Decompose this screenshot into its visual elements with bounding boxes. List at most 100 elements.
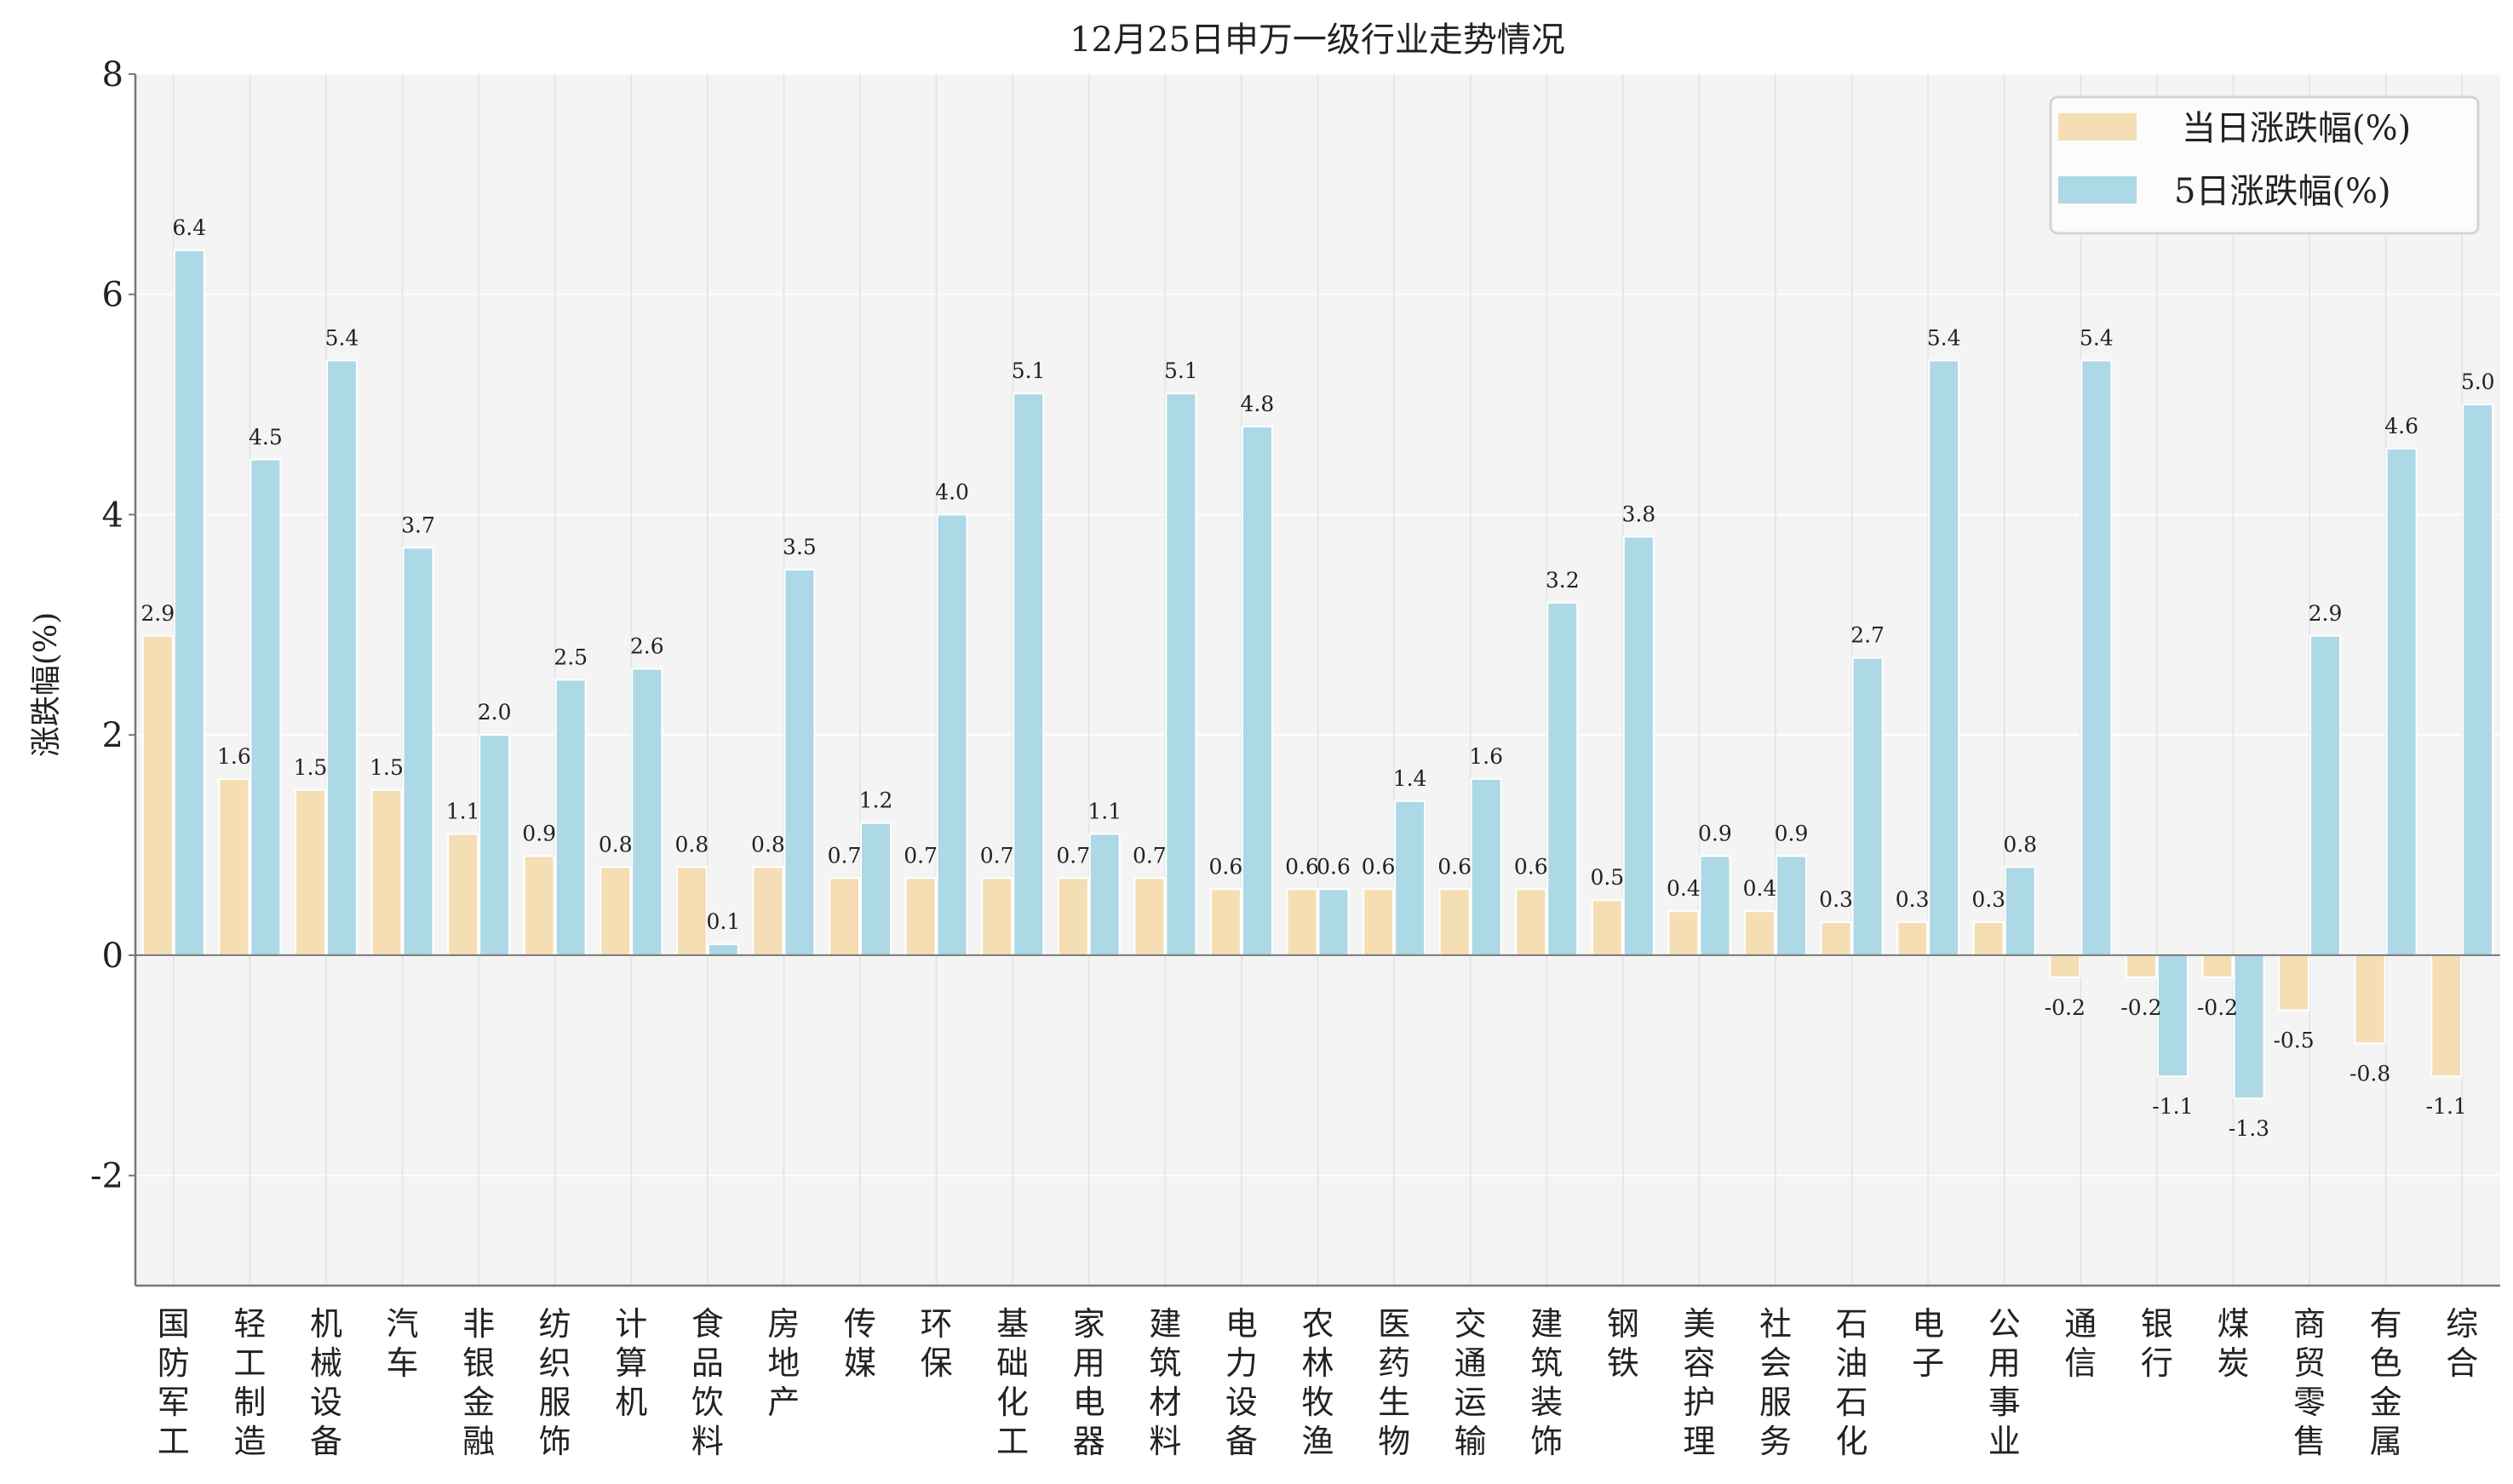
bar-5day (1013, 392, 1045, 956)
bar-daily (1286, 888, 1318, 956)
bar-5day (402, 547, 434, 956)
bar-5day (1622, 536, 1655, 956)
value-label-daily: 2.9 (141, 601, 175, 626)
bar-5day (479, 734, 511, 956)
value-label-5day: -1.1 (2152, 1094, 2193, 1119)
bar-daily (1363, 888, 1395, 956)
value-label-5day: 5.4 (2080, 325, 2114, 350)
bar-daily (752, 866, 784, 956)
legend-swatch-5day (2058, 176, 2137, 203)
bar-5day (631, 668, 663, 956)
value-label-5day: 3.8 (1621, 501, 1655, 526)
bar-daily (2201, 954, 2234, 978)
bar-5day (707, 943, 739, 956)
y-tick-label: 8 (102, 55, 123, 95)
value-label-5day: 6.4 (172, 215, 206, 240)
value-label-daily: 1.1 (446, 799, 480, 824)
value-label-5day: 5.0 (2461, 370, 2495, 394)
bar-daily (904, 877, 937, 956)
value-label-5day: 0.9 (1775, 821, 1809, 845)
value-label-5day: 1.4 (1393, 766, 1427, 791)
value-label-daily: 0.6 (1362, 854, 1396, 879)
bar-5day (554, 679, 587, 956)
value-label-daily: 1.6 (217, 744, 251, 769)
bar-5day (1088, 833, 1121, 956)
bar-5day (936, 513, 968, 956)
bar-daily (1057, 877, 1089, 956)
x-tick-label: 石油石化 (1836, 1305, 1868, 1460)
x-tick-label: 家用电器 (1073, 1305, 1105, 1460)
value-label-daily: 0.6 (1285, 854, 1319, 879)
bar-5day (2462, 404, 2494, 956)
value-label-daily: 1.5 (294, 755, 328, 780)
value-label-daily: -1.1 (2426, 1094, 2467, 1119)
bar-5day (250, 458, 282, 956)
x-tick-label: 银行 (2141, 1305, 2173, 1382)
bar-5day (860, 822, 892, 956)
legend-swatch-daily (2058, 113, 2137, 140)
bar-5day (1241, 425, 1273, 956)
value-label-5day: 2.7 (1850, 623, 1885, 648)
bar-5day (2156, 954, 2189, 1078)
x-tick-label: 钢铁 (1607, 1305, 1639, 1382)
x-tick-label: 综合 (2446, 1305, 2478, 1382)
x-tick-label: 建筑材料 (1149, 1305, 1181, 1460)
bar-daily (218, 777, 250, 956)
value-label-daily: 0.7 (1133, 843, 1167, 868)
bar-daily (1515, 888, 1547, 956)
bar-daily (675, 866, 708, 956)
value-label-5day: 5.1 (1012, 358, 1046, 383)
x-tick-label: 建筑装饰 (1530, 1305, 1563, 1460)
bar-daily (1972, 921, 2005, 956)
x-tick-label: 机械设备 (310, 1305, 342, 1460)
bar-5day (1546, 601, 1579, 956)
x-tick-label: 环保 (921, 1305, 953, 1382)
value-label-5day: 2.5 (554, 645, 588, 670)
value-label-5day: 3.5 (783, 535, 817, 559)
bar-5day (2385, 447, 2418, 956)
bar-daily (981, 877, 1013, 956)
value-label-5day: 3.7 (401, 513, 435, 537)
bar-daily (1133, 877, 1166, 956)
bar-daily (1896, 921, 1929, 956)
chart-title: 12月25日申万一级行业走势情况 (1070, 20, 1565, 60)
bar-5day (2004, 866, 2036, 956)
value-label-daily: 0.6 (1514, 854, 1548, 879)
value-label-5day: 3.2 (1546, 568, 1580, 593)
value-label-daily: -0.2 (2045, 995, 2086, 1020)
bar-5day (1775, 855, 1807, 956)
value-label-daily: 0.8 (599, 832, 633, 857)
legend-label-5day: 5日涨跌幅(%) (2174, 172, 2391, 211)
value-label-5day: 0.9 (1698, 821, 1732, 845)
value-label-daily: -0.8 (2349, 1061, 2390, 1086)
value-label-daily: 0.7 (904, 843, 938, 868)
bar-daily (600, 866, 632, 956)
value-label-daily: 0.7 (828, 843, 862, 868)
value-label-daily: 0.3 (1819, 887, 1853, 912)
x-tick-label: 交通运输 (1454, 1305, 1487, 1460)
x-tick-label: 非银金融 (462, 1305, 495, 1460)
value-label-5day: 5.1 (1164, 358, 1198, 383)
value-label-5day: 4.0 (935, 479, 969, 504)
value-label-daily: 0.8 (751, 832, 785, 857)
value-label-daily: -0.2 (2197, 995, 2238, 1020)
x-tick-label: 社会服务 (1759, 1305, 1792, 1460)
y-tick-label: -2 (90, 1157, 123, 1196)
bar-5day (1699, 855, 1731, 956)
bars (141, 249, 2494, 1100)
y-ticks: -2 0 2 4 6 8 (90, 55, 135, 1196)
x-tick-label: 煤炭 (2217, 1305, 2249, 1382)
bar-daily (370, 788, 403, 956)
bar-daily (294, 788, 326, 956)
bar-daily (1438, 888, 1471, 956)
bar-daily (523, 855, 555, 956)
value-label-daily: 0.5 (1590, 865, 1624, 890)
x-tick-label: 电力设备 (1225, 1305, 1258, 1460)
x-tick-label: 农林牧渔 (1301, 1305, 1334, 1460)
x-tick-label: 美容护理 (1683, 1305, 1715, 1460)
value-label-5day: 1.6 (1469, 744, 1503, 769)
value-label-5day: -1.3 (2229, 1116, 2269, 1141)
y-tick-label: 6 (102, 276, 123, 315)
x-tick-label: 医药生物 (1378, 1305, 1410, 1460)
